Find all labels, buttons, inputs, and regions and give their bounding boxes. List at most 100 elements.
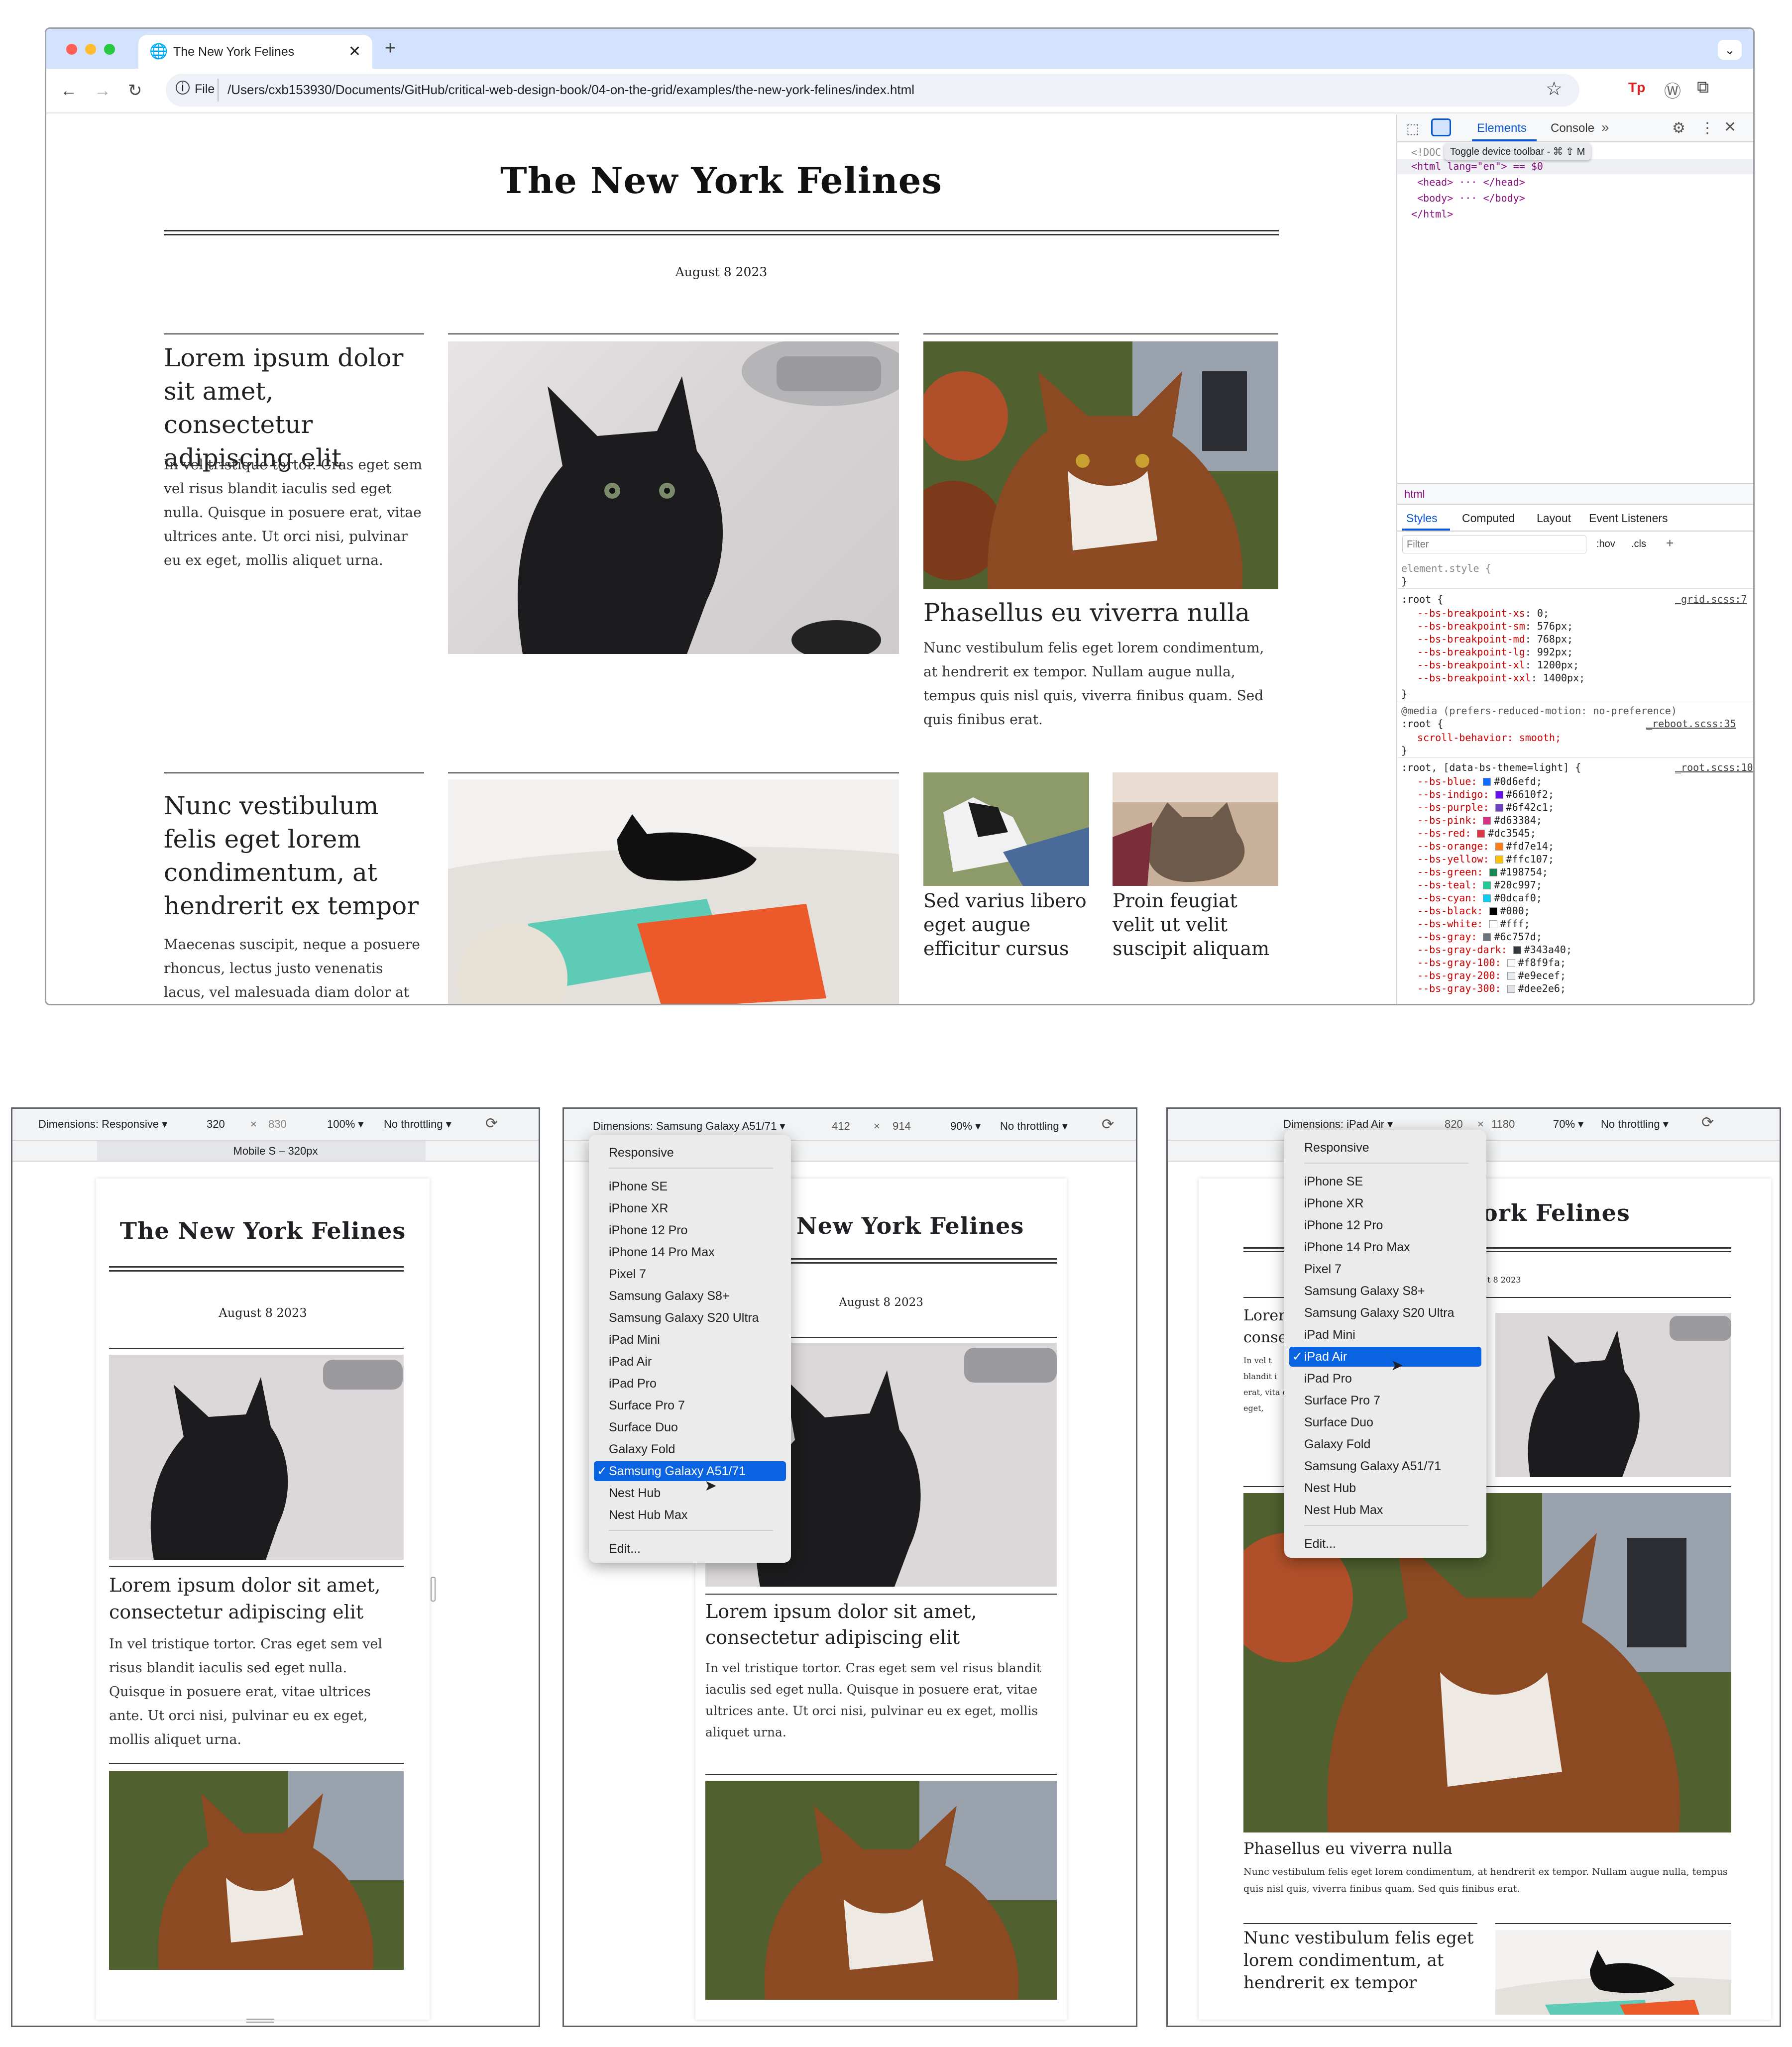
close-window-button[interactable] [66, 44, 77, 55]
article-headline[interactable]: Phasellus eu viverra nulla [923, 598, 1250, 627]
css-color-declaration[interactable]: --bs-purple: #6f42c1; [1417, 801, 1554, 813]
article-headline[interactable]: Nunc vestibulum felis eget lorem condime… [1243, 1928, 1474, 1993]
styles-filter-input[interactable] [1402, 536, 1586, 553]
device-menu-item[interactable]: iPhone XR [609, 1201, 669, 1215]
device-menu-item[interactable]: Nest Hub [1304, 1481, 1356, 1495]
article-headline[interactable]: Lorem ipsum dolor sit amet, consectetur … [705, 1601, 977, 1648]
device-menu-item[interactable]: iPad Mini [609, 1333, 660, 1347]
height-field[interactable]: 914 [893, 1120, 911, 1132]
device-menu-item[interactable]: Surface Duo [609, 1420, 678, 1434]
throttling-dropdown[interactable]: No throttling ▾ [1601, 1118, 1669, 1130]
dom-html-node[interactable]: <html lang="en"> == $0 [1411, 160, 1543, 172]
reload-icon[interactable]: ↻ [128, 81, 142, 100]
device-menu-item[interactable]: Edit... [609, 1542, 641, 1556]
device-menu-item[interactable]: Samsung Galaxy A51/71 [1304, 1459, 1442, 1473]
maximize-window-button[interactable] [104, 44, 115, 55]
article-headline[interactable]: Sed varius libero eget augue efficitur c… [923, 890, 1087, 960]
url-text[interactable]: /Users/cxb153930/Documents/GitHub/critic… [227, 82, 915, 97]
new-rule-icon[interactable]: + [1666, 536, 1674, 550]
device-menu-item[interactable]: Pixel 7 [1304, 1262, 1342, 1276]
article-headline[interactable]: Proin feugiat velit ut velit suscipit al… [1113, 890, 1270, 960]
color-swatch[interactable] [1507, 959, 1515, 967]
css-color-declaration[interactable]: --bs-pink: #d63384; [1417, 814, 1542, 826]
width-field[interactable]: 820 [1445, 1118, 1463, 1130]
ruler-segment[interactable] [97, 1141, 426, 1161]
device-menu-item[interactable]: Samsung Galaxy A51/71 ✓ [594, 1461, 786, 1481]
device-menu-item[interactable]: Nest Hub [609, 1486, 661, 1500]
device-menu-item[interactable]: Galaxy Fold [1304, 1437, 1371, 1451]
css-declaration[interactable]: --bs-breakpoint-md: 768px; [1417, 633, 1573, 645]
device-menu-item[interactable]: Samsung Galaxy S20 Ultra [1304, 1306, 1455, 1320]
device-menu-item[interactable]: iPad Air ✓ [1289, 1347, 1481, 1367]
device-menu-item[interactable]: Samsung Galaxy S20 Ultra [609, 1311, 759, 1325]
extension-tp-icon[interactable]: Tp [1628, 80, 1646, 95]
article-headline[interactable]: Lorem ipsum dolor sit amet, consectetur … [109, 1574, 381, 1623]
settings-gear-icon[interactable]: ⚙ [1672, 120, 1685, 136]
tab-layout[interactable]: Layout [1537, 512, 1571, 525]
css-color-declaration[interactable]: --bs-green: #198754; [1417, 866, 1548, 878]
color-swatch[interactable] [1489, 920, 1497, 928]
device-menu-item[interactable]: iPhone XR [1304, 1196, 1364, 1210]
css-color-declaration[interactable]: --bs-yellow: #ffc107; [1417, 853, 1554, 865]
dom-body-node[interactable]: <body> ··· </body> [1417, 192, 1525, 204]
css-color-declaration[interactable]: --bs-black: #000; [1417, 905, 1530, 917]
dimensions-dropdown[interactable]: Dimensions: iPad Air ▾ [1283, 1118, 1393, 1130]
root-source-link[interactable]: _root.scss:10 [1675, 761, 1753, 773]
color-swatch[interactable] [1489, 907, 1497, 915]
dom-selected-row[interactable] [1397, 159, 1753, 174]
tab-styles[interactable]: Styles [1406, 512, 1438, 525]
css-declaration[interactable]: --bs-breakpoint-sm: 576px; [1417, 620, 1573, 632]
color-swatch[interactable] [1483, 933, 1491, 941]
device-menu-item[interactable]: iPhone 12 Pro [1304, 1218, 1383, 1232]
device-menu-item[interactable]: Responsive [1304, 1141, 1369, 1155]
resize-handle-right[interactable] [431, 1577, 436, 1602]
device-menu-item[interactable]: Pixel 7 [609, 1267, 647, 1281]
tab-search-icon[interactable]: ⌄ [1718, 40, 1742, 60]
zoom-dropdown[interactable]: 100% ▾ [327, 1118, 364, 1130]
grid-source-link[interactable]: _grid.scss:7 [1675, 593, 1747, 605]
color-swatch[interactable] [1483, 881, 1491, 889]
css-color-declaration[interactable]: --bs-gray-100: #f8f9fa; [1417, 957, 1566, 969]
back-arrow-icon[interactable]: ← [60, 81, 77, 100]
info-icon[interactable]: i [176, 81, 190, 95]
zoom-dropdown[interactable]: 70% ▾ [1553, 1118, 1584, 1130]
css-declaration[interactable]: --bs-breakpoint-xxl: 1400px; [1417, 672, 1585, 684]
dimensions-dropdown[interactable]: Dimensions: Responsive ▾ [38, 1118, 168, 1130]
color-swatch[interactable] [1507, 972, 1515, 980]
color-swatch[interactable] [1489, 868, 1497, 876]
device-menu-item[interactable]: Surface Pro 7 [1304, 1394, 1380, 1407]
device-menu-item[interactable]: iPhone 14 Pro Max [1304, 1240, 1410, 1254]
device-menu-item[interactable]: iPad Pro [609, 1377, 657, 1391]
extension-wordpress-icon[interactable]: Ⓦ [1664, 82, 1681, 101]
forward-arrow-icon[interactable]: → [94, 81, 111, 100]
height-field[interactable]: 830 [268, 1118, 287, 1130]
color-swatch[interactable] [1483, 817, 1491, 825]
css-color-declaration[interactable]: --bs-indigo: #6610f2; [1417, 788, 1554, 800]
color-swatch[interactable] [1495, 843, 1503, 851]
device-menu-item[interactable]: iPad Pro [1304, 1372, 1352, 1386]
device-menu-item[interactable]: Surface Pro 7 [609, 1399, 685, 1412]
device-menu-item[interactable]: Samsung Galaxy S8+ [609, 1289, 730, 1303]
css-color-declaration[interactable]: --bs-teal: #20c997; [1417, 879, 1542, 891]
css-color-declaration[interactable]: --bs-gray-200: #e9ecef; [1417, 970, 1566, 981]
zoom-dropdown[interactable]: 90% ▾ [950, 1120, 981, 1132]
css-color-declaration[interactable]: --bs-red: #dc3545; [1417, 827, 1536, 839]
device-menu-item[interactable]: iPhone SE [609, 1180, 668, 1193]
color-swatch[interactable] [1513, 946, 1521, 954]
device-menu-item[interactable]: iPhone SE [1304, 1175, 1363, 1188]
css-declaration[interactable]: --bs-breakpoint-lg: 992px; [1417, 646, 1573, 658]
height-field[interactable]: 1180 [1491, 1118, 1515, 1130]
device-menu-item[interactable]: iPad Mini [1304, 1328, 1355, 1342]
throttling-dropdown[interactable]: No throttling ▾ [1000, 1120, 1068, 1132]
device-menu-item[interactable]: iPhone 12 Pro [609, 1223, 688, 1237]
color-swatch[interactable] [1507, 985, 1515, 993]
dom-head-node[interactable]: <head> ··· </head> [1417, 176, 1525, 188]
rotate-icon[interactable]: ⟳ [485, 1115, 498, 1132]
media-query-ruler[interactable]: Mobile S – 320px [12, 1141, 539, 1162]
css-color-declaration[interactable]: --bs-gray-dark: #343a40; [1417, 944, 1572, 956]
color-swatch[interactable] [1483, 778, 1491, 786]
device-toolbar-icon[interactable] [1431, 118, 1451, 136]
tab-elements[interactable]: Elements [1477, 121, 1527, 135]
close-devtools-icon[interactable]: ✕ [1724, 119, 1737, 135]
css-declaration[interactable]: --bs-breakpoint-xl: 1200px; [1417, 659, 1579, 671]
